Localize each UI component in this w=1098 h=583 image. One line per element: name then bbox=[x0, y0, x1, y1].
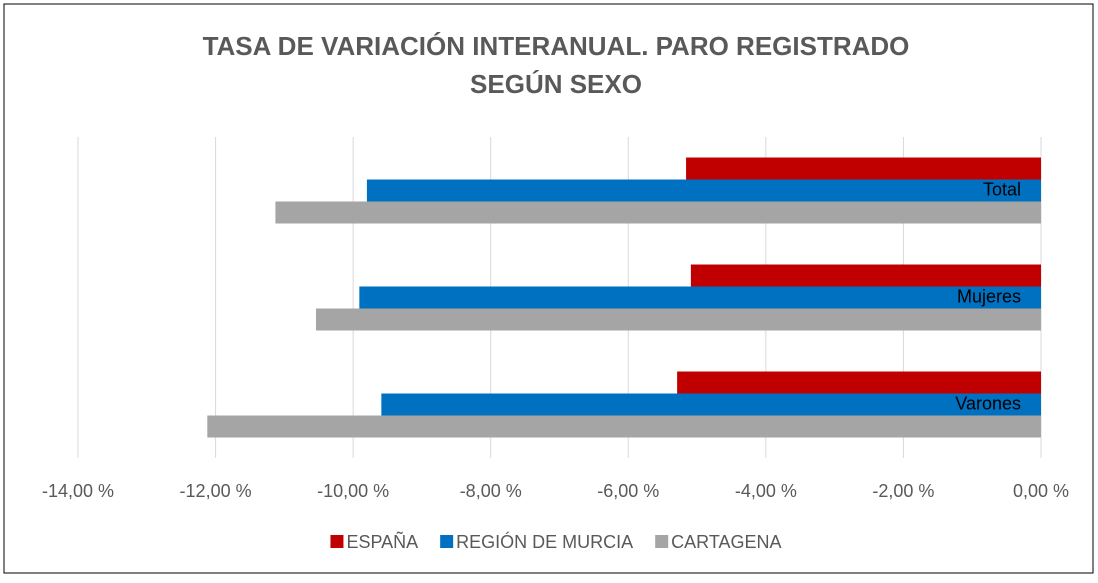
bar bbox=[690, 264, 1041, 287]
bar bbox=[381, 393, 1042, 416]
bar bbox=[275, 201, 1041, 224]
x-tick-label: -2,00 % bbox=[872, 481, 934, 501]
x-tick-label: -8,00 % bbox=[460, 481, 522, 501]
x-tick-label: -6,00 % bbox=[597, 481, 659, 501]
x-tick-label: -14,00 % bbox=[42, 481, 114, 501]
legend-label: REGIÓN DE MURCIA bbox=[456, 531, 633, 552]
x-tick-label: -4,00 % bbox=[735, 481, 797, 501]
bar bbox=[686, 157, 1041, 180]
x-tick-label: -10,00 % bbox=[317, 481, 389, 501]
legend-swatch bbox=[440, 535, 454, 548]
chart-title: TASA DE VARIACIÓN INTERANUAL. PARO REGIS… bbox=[203, 31, 910, 61]
legend-label: CARTAGENA bbox=[671, 532, 781, 552]
bar bbox=[359, 286, 1041, 309]
bar bbox=[315, 308, 1042, 331]
x-tick-label: 0,00 % bbox=[1013, 481, 1069, 501]
bar bbox=[207, 415, 1041, 438]
bar bbox=[677, 371, 1041, 394]
legend-label: ESPAÑA bbox=[346, 531, 418, 552]
bar bbox=[366, 179, 1041, 202]
legend-swatch bbox=[655, 535, 669, 548]
category-label: Mujeres bbox=[957, 286, 1021, 306]
legend-swatch bbox=[330, 535, 344, 548]
x-tick-label: -12,00 % bbox=[180, 481, 252, 501]
category-label: Total bbox=[983, 179, 1021, 199]
chart-title: SEGÚN SEXO bbox=[470, 69, 642, 99]
category-label: Varones bbox=[955, 393, 1021, 413]
